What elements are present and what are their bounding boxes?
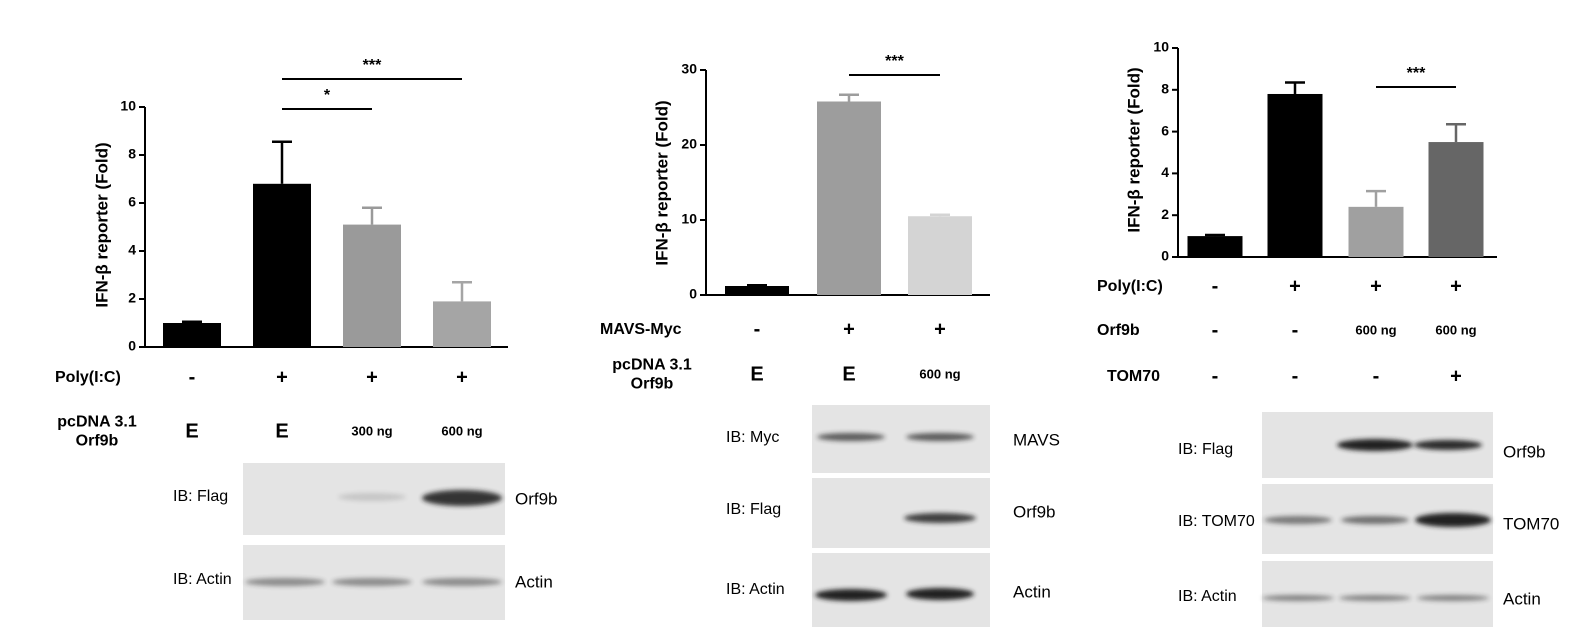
bar [817,101,881,295]
blot-antibody: IB: Flag [1178,441,1233,458]
condition-value: - [189,366,196,388]
condition-label: pcDNA 3.1 [612,357,692,374]
y-tick-label: 2 [128,290,136,306]
bar [343,224,401,347]
condition-label: Poly(I:C) [1097,278,1163,295]
condition-value: + [276,366,288,388]
condition-label: Poly(I:C) [55,369,121,386]
condition-value: + [456,366,468,388]
bar [908,216,972,295]
condition-value: - [1373,365,1380,387]
y-tick-label: 6 [128,194,136,210]
y-axis-label: IFN-β reporter (Fold) [1124,67,1143,232]
condition-value: 300 ng [351,423,392,438]
condition-value: + [1370,275,1382,297]
y-tick-label: 10 [120,98,136,114]
blot-protein: Orf9b [1013,502,1056,521]
condition-label: pcDNA 3.1 [57,414,137,431]
blot-protein: Orf9b [1503,442,1546,461]
condition-value: + [843,318,855,340]
condition-value: - [1292,319,1299,341]
blot-protein: TOM70 [1503,514,1559,533]
bar [253,183,311,347]
blot-protein: MAVS [1013,430,1060,449]
significance-label: *** [885,53,904,70]
bar [1187,236,1243,257]
blot-antibody: IB: Actin [1178,588,1237,605]
condition-value: - [754,318,761,340]
blot-antibody: IB: Actin [726,581,785,598]
y-tick-label: 10 [681,211,697,227]
bar [433,301,491,347]
blot-antibody: IB: Flag [173,488,228,505]
condition-value: - [1212,319,1219,341]
y-tick-label: 30 [681,61,697,77]
blot-protein: Actin [1013,582,1051,601]
y-tick-label: 0 [128,338,136,354]
blot-antibody: IB: TOM70 [1178,513,1255,530]
condition-value: + [1450,275,1462,297]
condition-value: - [1212,365,1219,387]
y-tick-label: 2 [1161,206,1169,222]
condition-value: 600 ng [441,423,482,438]
bar [725,286,789,295]
bar [1348,206,1404,257]
blot-protein: Orf9b [515,489,558,508]
bar [163,323,221,347]
significance-label: * [324,87,331,104]
condition-value: + [366,366,378,388]
blot-protein: Actin [515,572,553,591]
condition-value: E [750,363,763,385]
condition-label: MAVS-Myc [600,321,682,338]
condition-value: E [842,363,855,385]
blot-protein: Actin [1503,589,1541,608]
y-tick-label: 4 [1161,164,1169,180]
blot-antibody: IB: Actin [173,571,232,588]
condition-value: + [934,318,946,340]
blot-antibody: IB: Flag [726,501,781,518]
significance-label: *** [1407,65,1426,82]
condition-value: + [1289,275,1301,297]
condition-value: 600 ng [919,366,960,381]
condition-value: - [1292,365,1299,387]
condition-value: E [185,420,198,442]
condition-value: E [275,420,288,442]
blot-images [243,405,1493,627]
y-tick-label: 8 [1161,81,1169,97]
y-axis-label: IFN-β reporter (Fold) [92,142,111,307]
significance-label: *** [363,57,382,74]
blot-antibody: IB: Myc [726,429,779,446]
condition-label: Orf9b [1097,322,1140,339]
bar [1267,93,1323,257]
bar [1428,142,1484,257]
y-tick-label: 4 [128,242,136,258]
y-tick-label: 0 [689,286,697,302]
condition-value: - [1212,275,1219,297]
condition-label: Orf9b [76,433,119,450]
y-tick-label: 6 [1161,122,1169,138]
y-tick-label: 10 [1153,39,1169,55]
condition-value: 600 ng [1435,322,1476,337]
condition-value: 600 ng [1355,322,1396,337]
y-axis-label: IFN-β reporter (Fold) [652,100,671,265]
condition-label: TOM70 [1107,368,1160,385]
y-tick-label: 8 [128,146,136,162]
y-tick-label: 20 [681,136,697,152]
condition-label: Orf9b [631,376,674,393]
y-tick-label: 0 [1161,248,1169,264]
condition-value: + [1450,365,1462,387]
